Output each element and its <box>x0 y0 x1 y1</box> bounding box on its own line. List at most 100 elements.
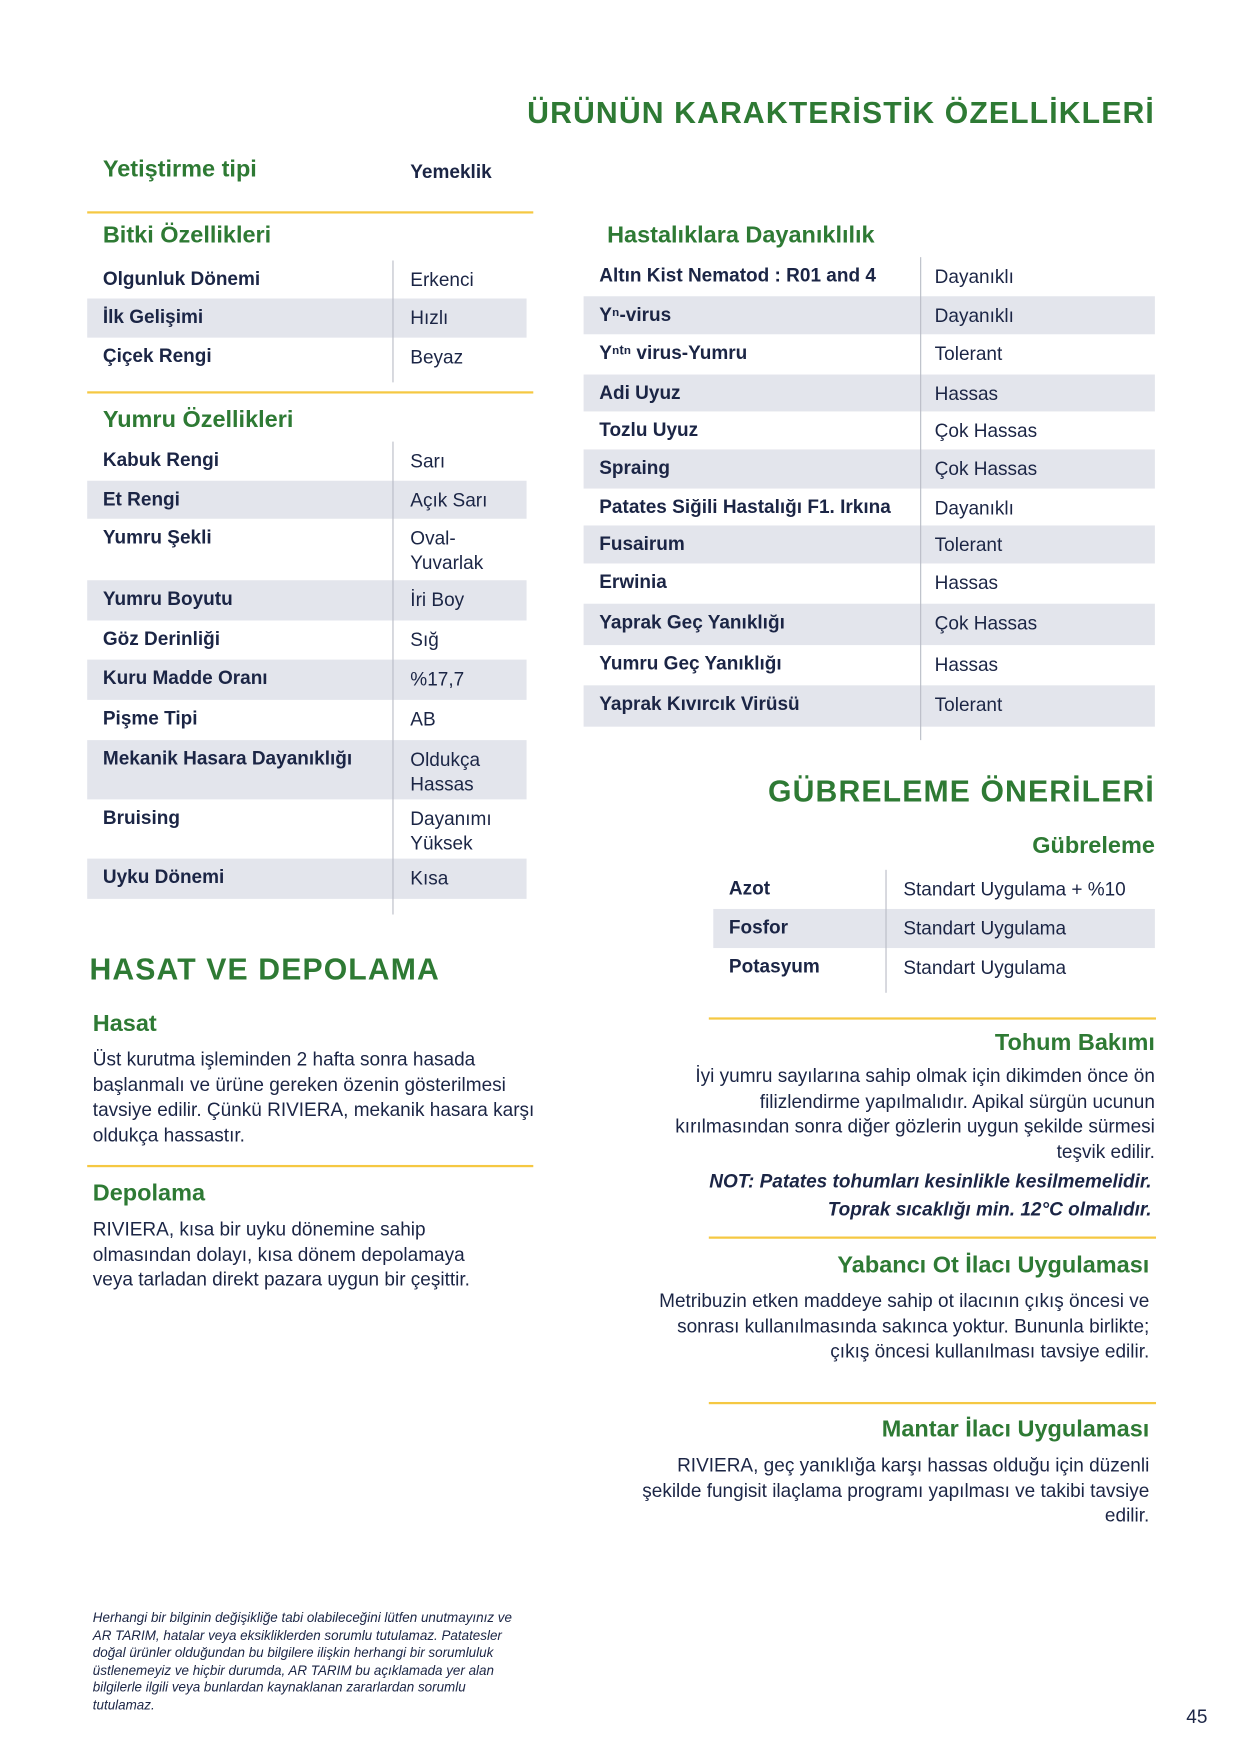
row-label: Bruising <box>102 807 180 829</box>
row-value: Hızlı <box>410 307 449 329</box>
row-value: Erkenci <box>410 269 474 291</box>
row-value: %17,7 <box>410 668 465 690</box>
row-value: Hassas <box>934 383 999 405</box>
herbicide-text: Metribuzin etken maddeye sahip ot ilacın… <box>659 1290 1150 1362</box>
row-label: Tozlu Uyuz <box>599 419 699 441</box>
column-divider <box>392 260 394 383</box>
fungicide-heading: Mantar İlacı Uygulaması <box>881 1416 1150 1443</box>
row-label: Adi Uyuz <box>599 382 681 404</box>
row-value: Tolerant <box>934 343 1003 365</box>
page-number: 45 <box>1186 1706 1208 1728</box>
table-row: Yumru Geç Yanıklığı Hassas <box>584 645 1155 685</box>
row-value: Standart Uygulama <box>903 957 1067 979</box>
table-row: Adi Uyuz Hassas <box>583 374 1155 412</box>
table-row: Kuru Madde Oranı %17,7 <box>87 659 527 700</box>
seed-note-1: NOT: Patates tohumları kesinlikle kesilm… <box>709 1170 1152 1192</box>
divider <box>87 1164 534 1168</box>
fungicide-text: RIVIERA, geç yanıklığa karşı hassas oldu… <box>642 1454 1150 1527</box>
table-row: Patates Siğili Hastalığı F1. Irkına Dayan… <box>584 489 1155 526</box>
table-row: Göz Derinliği Sığ <box>87 620 526 659</box>
row-label: Fosfor <box>728 916 789 939</box>
row-value: Dayanıklı <box>934 266 1014 288</box>
row-label: Yaprak Geç Yanıklığı <box>599 611 785 633</box>
row-label: İlk Gelişimi <box>102 306 204 328</box>
divider <box>708 1236 1157 1239</box>
row-value: Standart Uygulama <box>903 917 1067 940</box>
divider <box>87 211 534 214</box>
fert-heading: Gübreleme <box>1032 832 1155 859</box>
table-row: İlk Gelişimi Hızlı <box>87 298 527 338</box>
table-row: Kabuk Rengi Sarı <box>87 442 526 481</box>
table-row: Yaprak Geç Yanıklığı Çok Hassas <box>583 603 1155 646</box>
row-label: Çiçek Rengi <box>102 345 212 367</box>
column-divider <box>392 441 394 915</box>
table-row: Azot Standart Uygulama + %10 <box>713 870 1155 909</box>
row-value: AB <box>410 708 436 731</box>
plant-heading: Bitki Özellikleri <box>102 222 272 249</box>
row-value: Çok Hassas <box>934 420 1038 442</box>
row-label: Yumru Geç Yanıklığı <box>599 652 782 675</box>
table-row: Yaprak Kıvırcık Virüsü Tolerant <box>583 685 1155 727</box>
row-label: Kuru Madde Oranı <box>102 667 268 689</box>
row-value: Dayanıklı <box>934 305 1014 327</box>
row-label: Kabuk Rengi <box>102 449 220 471</box>
row-label: Altın Kist Nematod : R01 and 4 <box>599 264 876 287</box>
table-row: Altın Kist Nematod : R01 and 4 Dayanıklı <box>584 257 1155 296</box>
footnote: Herhangi bir bilginin değişikliğe tabi o… <box>92 1609 512 1713</box>
divider <box>708 1401 1157 1405</box>
row-value: İri Boy <box>410 589 465 611</box>
row-label: Yⁿ-virus <box>599 304 672 326</box>
harvest-title: HASAT VE DEPOLAMA <box>89 952 440 987</box>
table-row: Spraing Çok Hassas <box>583 449 1155 489</box>
table-row: Yumru Şekli Oval-Yuvarlak <box>87 519 526 580</box>
herbicide-heading: Yabancı Ot İlacı Uygulaması <box>837 1252 1150 1278</box>
seed-note-2: Toprak sıcaklığı min. 12°C olmalıdır. <box>827 1198 1152 1220</box>
row-label: Yumru Şekli <box>102 526 212 548</box>
row-value: Oldukça Hassas <box>410 749 481 795</box>
table-row: Pişme Tipi AB <box>87 700 526 740</box>
row-label: Mekanik Hasara Dayanıklığı <box>102 747 353 770</box>
disease-heading: Hastalıklara Dayanıklılık <box>607 222 875 249</box>
depo-text: RIVIERA, kısa bir uyku dönemine sahip ol… <box>92 1218 470 1291</box>
column-divider <box>885 869 887 993</box>
table-row: Yⁿᵗⁿ virus-Yumru Tolerant <box>584 334 1155 374</box>
table-row: Fosfor Standart Uygulama <box>713 908 1155 949</box>
row-label: Yaprak Kıvırcık Virüsü <box>599 693 800 715</box>
table-row: Fusairum Tolerant <box>583 525 1155 564</box>
table-row: Çiçek Rengi Beyaz <box>87 338 526 383</box>
table-row: Et Rengi Açık Sarı <box>87 480 527 519</box>
row-value: Çok Hassas <box>934 458 1038 480</box>
row-value: Hassas <box>934 572 999 594</box>
row-label: Pişme Tipi <box>102 707 198 729</box>
table-row: Erwinia Hassas <box>584 563 1155 603</box>
table-row: Yumru Boyutu İri Boy <box>87 580 527 621</box>
seed-heading: Tohum Bakımı <box>994 1029 1155 1056</box>
row-label: Göz Derinliği <box>102 628 221 650</box>
cultivation-value: Yemeklik <box>410 160 492 183</box>
row-label: Azot <box>728 877 771 899</box>
row-value: Oval-Yuvarlak <box>410 527 484 574</box>
table-row: Potasyum Standart Uygulama <box>713 948 1155 993</box>
depo-heading: Depolama <box>92 1180 206 1207</box>
row-value: Beyaz <box>410 346 464 368</box>
table-row: Uyku Dönemi Kısa <box>87 858 527 899</box>
row-label: Erwinia <box>599 571 667 593</box>
row-value: Tolerant <box>934 534 1003 556</box>
row-value: Hassas <box>934 654 999 676</box>
hasat-text: Üst kurutma işleminden 2 hafta sonra has… <box>92 1048 535 1146</box>
row-label: Patates Siğili Hastalığı F1. Irkına <box>599 496 891 518</box>
hasat-heading: Hasat <box>92 1010 157 1037</box>
table-row: Bruising Dayanımı Yüksek <box>87 799 526 858</box>
row-value: Sarı <box>410 450 446 472</box>
table-row: Mekanik Hasara Dayanıklığı Oldukça Hassas <box>87 740 527 800</box>
tuber-heading: Yumru Özellikleri <box>102 406 294 433</box>
table-row: Olgunluk Dönemi Erkenci <box>87 260 526 298</box>
row-label: Yⁿᵗⁿ virus-Yumru <box>599 342 748 364</box>
row-value: Standart Uygulama + %10 <box>903 878 1126 900</box>
page-title: ÜRÜNÜN KARAKTERİSTİK ÖZELLİKLERİ <box>527 96 1155 130</box>
row-value: Çok Hassas <box>934 612 1038 634</box>
row-value: Dayanımı Yüksek <box>410 808 492 855</box>
row-value: Kısa <box>410 867 449 889</box>
table-row: Tozlu Uyuz Çok Hassas <box>584 411 1155 449</box>
